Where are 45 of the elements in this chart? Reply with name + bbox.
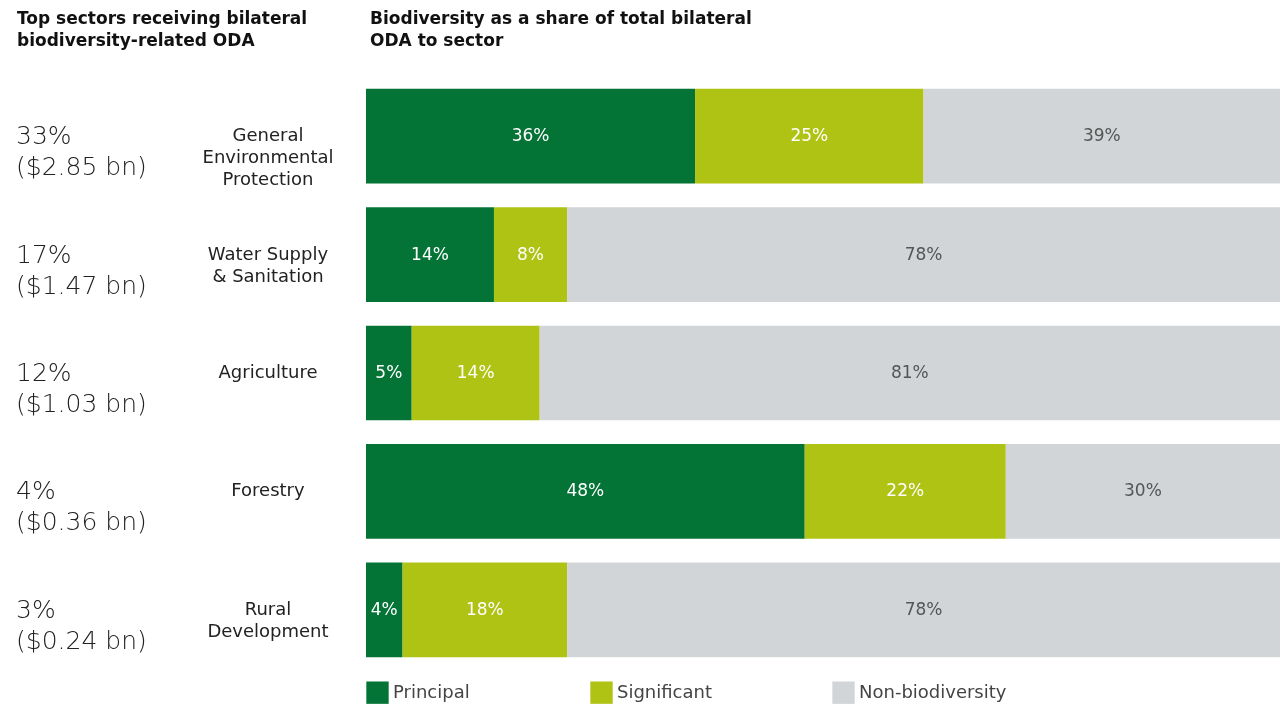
bar [402, 562, 568, 658]
bar [1005, 444, 1280, 539]
bar [804, 444, 1006, 539]
data-label: 25% [790, 125, 829, 146]
data-label: 14% [411, 243, 449, 264]
y-tick-label: Agriculture [218, 361, 318, 382]
text: 12% ($1.03 bn) [16, 358, 147, 418]
bar [539, 325, 1280, 421]
y-tick-label: General Environmental Protection [202, 124, 334, 190]
data-label: 48% [566, 480, 605, 501]
legend-label: Non-biodiversity [859, 680, 1007, 702]
bar [567, 562, 1280, 658]
data-label: 78% [904, 598, 943, 619]
text: Biodiversity as a share of total bilateral ODA to sector [370, 8, 752, 50]
bar [366, 88, 696, 184]
data-label: 30% [1124, 480, 1162, 501]
bar [366, 207, 494, 302]
data-label: 4% [370, 598, 398, 619]
data-label: 36% [511, 125, 550, 146]
bar [493, 207, 568, 302]
legend-label: Principal [393, 680, 470, 702]
data-label: 5% [375, 362, 403, 382]
text: 17% ($1.47 bn) [16, 239, 147, 300]
data-label: 14% [456, 362, 495, 382]
data-label: 22% [886, 480, 925, 501]
data-label: 18% [465, 598, 504, 619]
y-tick-label: Forestry [231, 479, 305, 501]
data-label: 81% [890, 362, 929, 382]
text: 3% ($0.24 bn) [16, 594, 147, 655]
y-tick-label: Water Supply & Sanitation [207, 242, 329, 286]
legend-label: Significant [617, 680, 712, 702]
bar [411, 325, 540, 421]
text: 4% ($0.36 bn) [16, 476, 147, 537]
y-axis-title: Top sectors receiving bilateral biodiversity-related ODA [17, 8, 308, 50]
bar [923, 88, 1280, 184]
bar [366, 444, 805, 539]
bar [567, 207, 1280, 302]
data-label: 78% [904, 243, 943, 264]
bar [366, 562, 403, 658]
y-tick-label: Rural Development [207, 597, 329, 641]
bar [695, 88, 924, 184]
data-label: 39% [1082, 125, 1121, 146]
bar [366, 325, 412, 421]
text: 33% ($2.85 bn) [16, 121, 147, 182]
data-label: 8% [517, 243, 545, 264]
